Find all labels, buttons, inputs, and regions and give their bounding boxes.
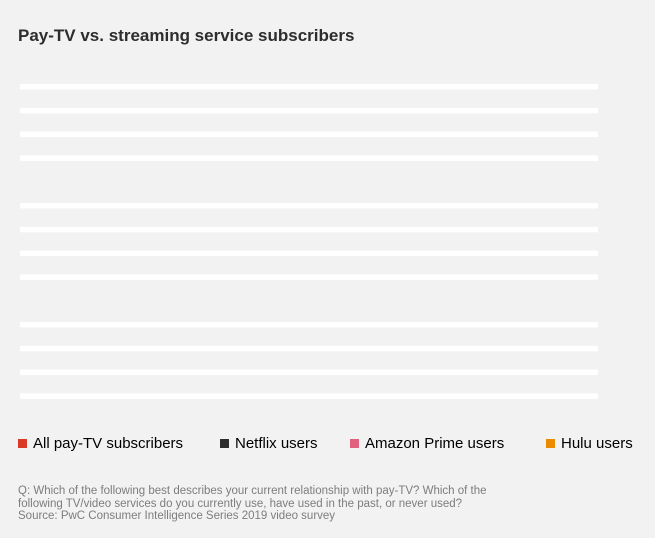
chart-legend: All pay-TV subscribers Netflix users Ama… xyxy=(18,433,648,453)
bar-track-group1-bar3 xyxy=(20,131,598,138)
legend-item-hulu: Hulu users xyxy=(546,433,633,453)
bar-track-group2-bar2 xyxy=(20,226,598,233)
legend-swatch-amazon-prime xyxy=(350,438,359,448)
bar-track-group2-bar4 xyxy=(20,274,598,280)
legend-swatch-all-pay-tv xyxy=(18,438,27,448)
bar-track-group1-bar1 xyxy=(20,84,598,90)
legend-label-amazon-prime: Amazon Prime users xyxy=(365,434,505,452)
bar-track-group3-bar4 xyxy=(20,393,598,399)
footer-source: Source: PwC Consumer Intelligence Series… xyxy=(18,510,336,522)
bar-track-group3-bar1 xyxy=(20,322,598,328)
footer-question-line-1: Q: Which of the following best describes… xyxy=(18,485,487,497)
legend-item-netflix: Netflix users xyxy=(220,433,318,453)
legend-label-all-pay-tv: All pay-TV subscribers xyxy=(33,434,184,452)
bar-track-group3-bar2 xyxy=(20,345,598,352)
footer-question-line-2: following TV/video services do you curre… xyxy=(18,497,463,510)
chart-footer: Q: Which of the following best describes… xyxy=(18,485,578,523)
bar-tracks xyxy=(20,84,598,399)
chart-plot-area xyxy=(20,84,598,399)
bar-track-group1-bar2 xyxy=(20,107,598,114)
chart-title: Pay-TV vs. streaming service subscribers xyxy=(18,26,355,45)
legend-item-all-pay-tv: All pay-TV subscribers xyxy=(18,433,183,453)
legend-item-amazon-prime: Amazon Prime users xyxy=(350,433,504,453)
bar-track-group3-bar3 xyxy=(20,369,598,376)
bar-track-group2-bar3 xyxy=(20,250,598,257)
bar-track-group2-bar1 xyxy=(20,203,598,209)
legend-label-hulu: Hulu users xyxy=(561,434,633,452)
legend-swatch-hulu xyxy=(546,438,555,448)
bar-track-group1-bar4 xyxy=(20,155,598,161)
legend-label-netflix: Netflix users xyxy=(235,434,318,452)
legend-swatch-netflix xyxy=(220,438,229,448)
